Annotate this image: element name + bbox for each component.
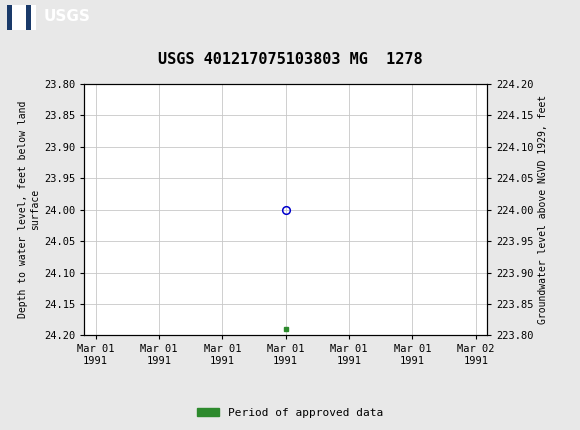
Bar <box>7 5 36 30</box>
Text: USGS: USGS <box>44 9 90 25</box>
Text: USGS 401217075103803 MG  1278: USGS 401217075103803 MG 1278 <box>158 52 422 67</box>
Legend: Period of approved data: Period of approved data <box>193 403 387 422</box>
Bar <box>7 5 12 30</box>
Y-axis label: Groundwater level above NGVD 1929, feet: Groundwater level above NGVD 1929, feet <box>538 95 548 324</box>
Bar <box>26 5 31 30</box>
Bar <box>16 5 21 30</box>
Y-axis label: Depth to water level, feet below land
surface: Depth to water level, feet below land su… <box>18 101 39 318</box>
